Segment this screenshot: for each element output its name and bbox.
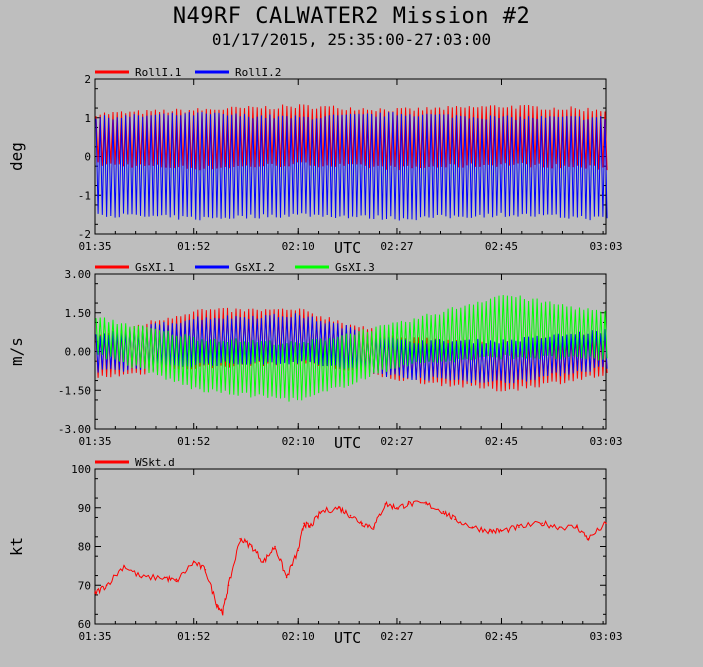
y-tick-label: 2: [84, 73, 91, 86]
series-line-RollI.2: [95, 112, 608, 221]
data-point: [518, 526, 520, 528]
data-point: [297, 549, 300, 552]
legend-label: GsXI.1: [135, 261, 175, 274]
data-point: [471, 526, 474, 528]
legend-label: GsXI.3: [335, 261, 375, 274]
data-point: [396, 506, 398, 509]
x-tick-label: 02:45: [485, 240, 518, 253]
x-tick-label: 02:45: [485, 630, 518, 643]
x-tick-label: 03:03: [589, 240, 622, 253]
x-tick-label: 02:45: [485, 435, 518, 448]
x-tick-label: 01:52: [177, 435, 210, 448]
y-tick-label: 70: [78, 579, 91, 592]
y-axis-label: kt: [7, 537, 26, 556]
x-tick-label: 01:52: [177, 240, 210, 253]
data-point: [163, 576, 166, 579]
x-tick-label: 02:10: [282, 630, 315, 643]
plot-frame-3: [94, 468, 607, 625]
y-tick-label: 0.00: [65, 346, 92, 359]
x-tick-label: 02:27: [380, 240, 413, 253]
y-tick-label: 1: [84, 112, 91, 125]
data-point: [123, 565, 125, 567]
x-tick-label: 02:10: [282, 435, 315, 448]
y-tick-label: 100: [71, 463, 91, 476]
data-point: [285, 576, 288, 579]
data-point: [384, 503, 387, 505]
x-axis-label: UTC: [334, 239, 361, 257]
data-point: [175, 580, 178, 583]
data-point: [192, 561, 195, 563]
data-point: [372, 526, 375, 528]
data-point: [303, 522, 305, 525]
data-point: [309, 526, 311, 528]
y-tick-label: 3.00: [65, 268, 92, 281]
x-tick-label: 01:52: [177, 630, 210, 643]
data-point: [338, 506, 340, 509]
y-tick-label: 0: [84, 151, 91, 164]
data-point: [605, 522, 607, 525]
y-tick-label: 80: [78, 541, 91, 554]
x-axis-label: UTC: [334, 434, 361, 452]
legend-label: RollI.2: [235, 66, 281, 79]
x-tick-label: 02:27: [380, 630, 413, 643]
series-line-WSkt.d: [94, 500, 607, 616]
legend-label: GsXI.2: [235, 261, 275, 274]
y-tick-label: 90: [78, 502, 91, 515]
x-tick-label: 01:35: [78, 630, 111, 643]
data-point: [541, 522, 543, 525]
data-point: [320, 510, 323, 513]
legend-label: WSkt.d: [135, 456, 175, 469]
data-point: [140, 576, 143, 579]
data-point: [361, 522, 363, 525]
data-point: [576, 526, 578, 528]
x-tick-label: 02:27: [380, 435, 413, 448]
x-tick-label: 03:03: [589, 630, 622, 643]
series-line-GsXI.3: [95, 294, 608, 402]
data-point: [349, 514, 352, 517]
chart-title: N49RF CALWATER2 Mission #2: [172, 4, 531, 29]
y-axis-label: m/s: [7, 337, 26, 366]
data-point: [262, 561, 265, 563]
y-tick-label: -2: [78, 228, 91, 241]
data-point: [239, 537, 241, 540]
data-point: [204, 568, 207, 571]
x-tick-label: 01:35: [78, 435, 111, 448]
data-point: [489, 530, 491, 532]
y-tick-label: -3.00: [58, 423, 91, 436]
data-point: [407, 503, 410, 505]
y-tick-label: 1.50: [65, 307, 92, 320]
data-point: [500, 530, 503, 532]
data-point: [216, 603, 218, 606]
data-point: [250, 545, 253, 548]
data-point: [558, 526, 561, 528]
y-tick-label: -1: [78, 189, 91, 202]
data-point: [227, 584, 230, 587]
x-tick-label: 01:35: [78, 240, 111, 253]
y-tick-label: 60: [78, 618, 91, 631]
x-tick-label: 03:03: [589, 435, 622, 448]
data-point: [454, 518, 456, 521]
data-point: [425, 503, 427, 505]
data-point: [442, 510, 445, 513]
chart-subtitle: 01/17/2015, 25:35:00-27:03:00: [211, 30, 492, 49]
legend-label: RollI.1: [135, 66, 181, 79]
x-axis-label: UTC: [334, 629, 361, 647]
data-point: [221, 611, 224, 614]
x-tick-label: 02:10: [282, 240, 315, 253]
data-point: [274, 545, 276, 548]
y-axis-label: deg: [7, 142, 26, 171]
data-point: [587, 537, 590, 540]
data-point: [94, 592, 96, 594]
y-tick-label: -1.50: [58, 384, 91, 397]
data-point: [105, 584, 108, 587]
